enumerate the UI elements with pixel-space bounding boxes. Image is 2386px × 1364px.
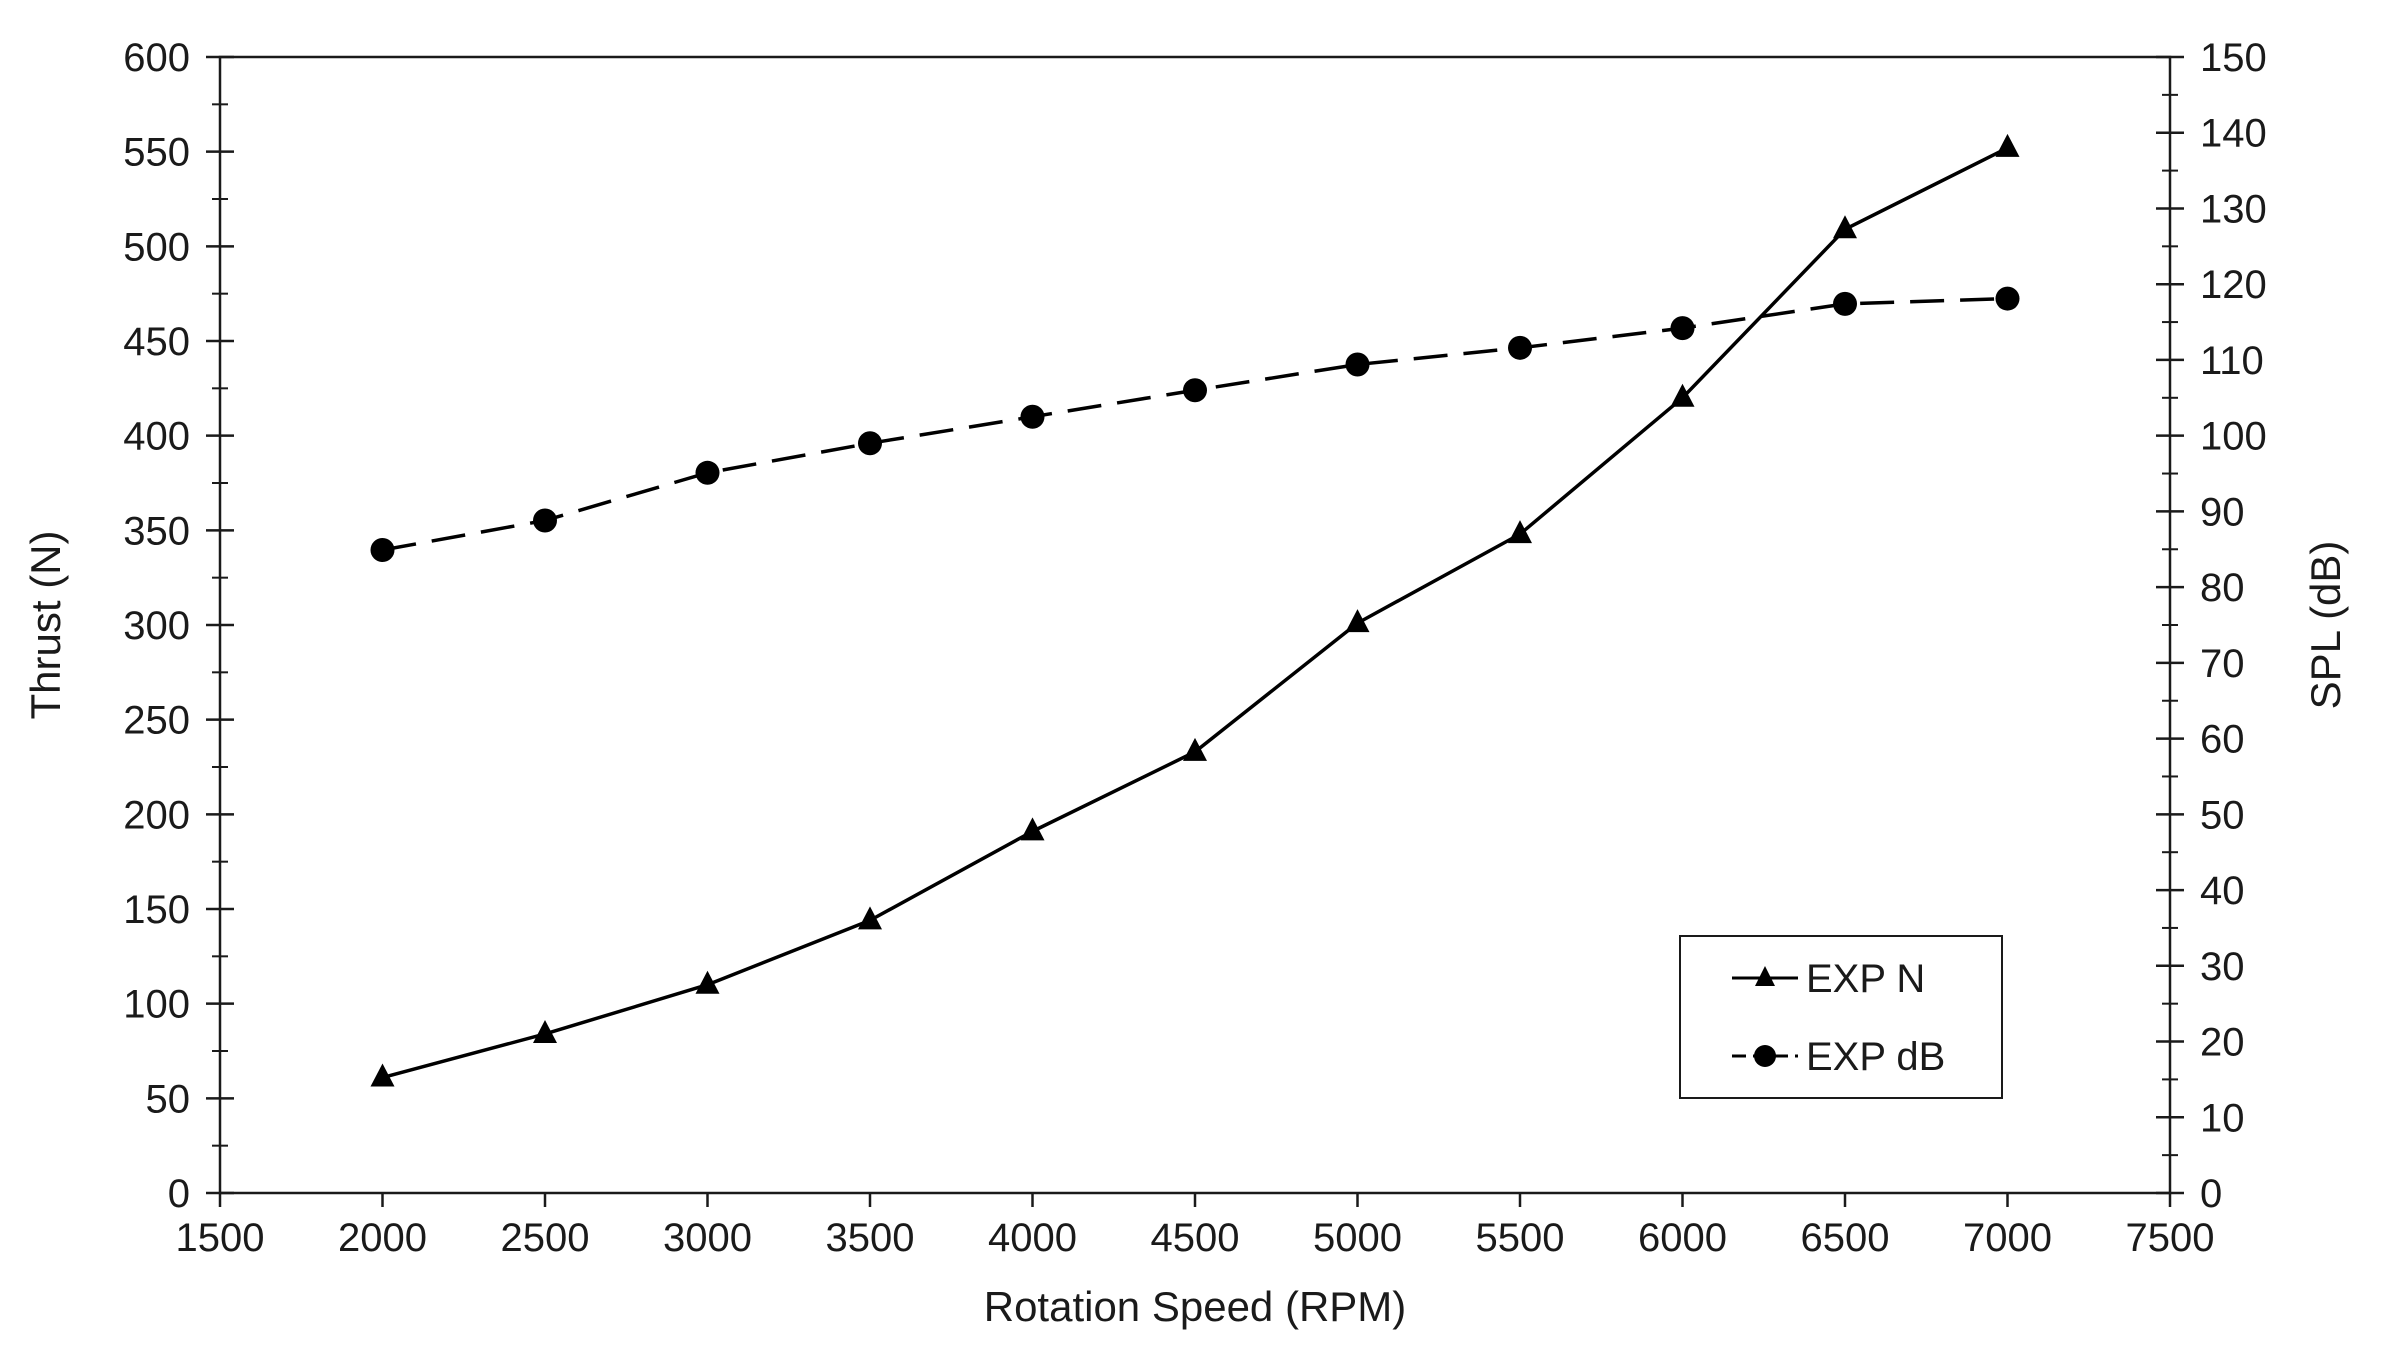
x-tick-label: 7500 bbox=[2126, 1216, 2215, 1260]
data-point-triangle bbox=[1995, 133, 2020, 157]
data-point-circle bbox=[370, 538, 395, 563]
legend-marker-circle bbox=[1754, 1045, 1776, 1067]
y-right-tick-label: 120 bbox=[2200, 263, 2267, 307]
y-right-tick-label: 150 bbox=[2200, 36, 2267, 80]
y-left-tick-label: 500 bbox=[123, 225, 190, 269]
y-right-tick-label: 70 bbox=[2200, 642, 2245, 686]
x-tick-label: 1500 bbox=[176, 1216, 265, 1260]
legend-marker-triangle bbox=[1755, 966, 1775, 986]
data-point-triangle bbox=[1508, 520, 1532, 544]
data-point-circle bbox=[1833, 291, 1857, 316]
x-tick-label: 7000 bbox=[1963, 1216, 2052, 1260]
data-point-circle bbox=[1345, 352, 1370, 377]
x-tick-label: 4000 bbox=[988, 1216, 1077, 1260]
data-point-triangle bbox=[695, 970, 720, 994]
data-point-circle bbox=[858, 431, 882, 456]
y-left-tick-label: 250 bbox=[123, 699, 190, 743]
data-point-circle bbox=[1508, 335, 1532, 360]
data-point-triangle bbox=[1670, 383, 1695, 407]
y-left-tick-label: 400 bbox=[123, 415, 190, 459]
legend-entry-exp-n: EXP N bbox=[1732, 957, 1925, 1001]
x-tick-label: 6500 bbox=[1801, 1216, 1890, 1260]
y-left-tick-label: 0 bbox=[168, 1172, 190, 1216]
x-tick-label: 5500 bbox=[1476, 1216, 1565, 1260]
data-point-triangle bbox=[858, 906, 882, 930]
y-right-tick-label: 80 bbox=[2200, 566, 2245, 610]
data-point-circle bbox=[695, 460, 720, 485]
y-axis-left: 0 50 100 150 200 250 300 350 400 450 500 550 600 bbox=[123, 36, 234, 1216]
data-point-circle bbox=[1020, 404, 1045, 429]
y-axis-left-title: Thrust (N) bbox=[22, 531, 69, 720]
y-right-tick-label: 110 bbox=[2200, 339, 2264, 383]
data-point-circle bbox=[1670, 316, 1695, 341]
legend-label-exp-n: EXP N bbox=[1806, 957, 1925, 1001]
y-left-tick-label: 550 bbox=[123, 131, 190, 175]
x-tick-label: 5000 bbox=[1313, 1216, 1402, 1260]
y-right-tick-label: 100 bbox=[2200, 415, 2267, 459]
x-tick-label: 2500 bbox=[501, 1216, 590, 1260]
data-point-triangle bbox=[370, 1063, 395, 1087]
y-right-tick-label: 40 bbox=[2200, 869, 2245, 913]
x-tick-label: 3500 bbox=[826, 1216, 915, 1260]
data-point-circle bbox=[533, 508, 557, 533]
x-tick-label: 4500 bbox=[1151, 1216, 1240, 1260]
y-right-tick-label: 50 bbox=[2200, 793, 2245, 837]
legend: EXP N EXP dB bbox=[1679, 935, 2003, 1099]
y-left-tick-label: 200 bbox=[123, 793, 190, 837]
y-axis-right-title: SPL (dB) bbox=[2302, 541, 2349, 710]
legend-label-exp-db: EXP dB bbox=[1806, 1035, 1945, 1079]
data-point-triangle bbox=[1020, 817, 1045, 841]
x-tick-label: 6000 bbox=[1638, 1216, 1727, 1260]
series-exp-n bbox=[370, 133, 2020, 1087]
data-point-triangle bbox=[1183, 737, 1207, 761]
y-right-tick-label: 140 bbox=[2200, 112, 2267, 156]
series-exp-db bbox=[370, 286, 2020, 563]
data-point-triangle bbox=[1345, 609, 1370, 633]
y-right-tick-label: 0 bbox=[2200, 1172, 2222, 1216]
x-axis-title: Rotation Speed (RPM) bbox=[984, 1283, 1407, 1330]
y-axis-right: 0 10 20 30 40 50 60 70 80 90 100 110 120 130 140 150 bbox=[2156, 36, 2267, 1216]
data-point-triangle bbox=[533, 1019, 557, 1043]
x-tick-label: 3000 bbox=[663, 1216, 752, 1260]
y-right-tick-label: 90 bbox=[2200, 490, 2245, 534]
series-layer bbox=[370, 133, 2020, 1087]
y-right-tick-label: 60 bbox=[2200, 718, 2245, 762]
y-right-tick-label: 10 bbox=[2200, 1096, 2245, 1140]
y-left-tick-label: 50 bbox=[146, 1077, 191, 1121]
y-left-tick-label: 300 bbox=[123, 604, 190, 648]
x-axis: 1500 2000 2500 3000 3500 4000 4500 5000 5500 6000… bbox=[176, 1193, 2215, 1260]
series-line bbox=[382, 296, 2008, 552]
legend-box bbox=[1679, 935, 2003, 1099]
y-left-tick-label: 150 bbox=[123, 888, 190, 932]
data-point-circle bbox=[1995, 286, 2020, 311]
x-tick-label: 2000 bbox=[338, 1216, 427, 1260]
y-right-tick-label: 130 bbox=[2200, 187, 2267, 231]
data-point-circle bbox=[1183, 378, 1207, 403]
y-left-tick-label: 450 bbox=[123, 320, 190, 364]
y-left-tick-label: 600 bbox=[123, 36, 190, 80]
y-left-tick-label: 350 bbox=[123, 509, 190, 553]
data-point-triangle bbox=[1833, 215, 1857, 239]
y-right-tick-label: 30 bbox=[2200, 945, 2245, 989]
y-right-tick-label: 20 bbox=[2200, 1021, 2245, 1065]
legend-entry-exp-db: EXP dB bbox=[1732, 1035, 1945, 1079]
y-left-tick-label: 100 bbox=[123, 983, 190, 1027]
